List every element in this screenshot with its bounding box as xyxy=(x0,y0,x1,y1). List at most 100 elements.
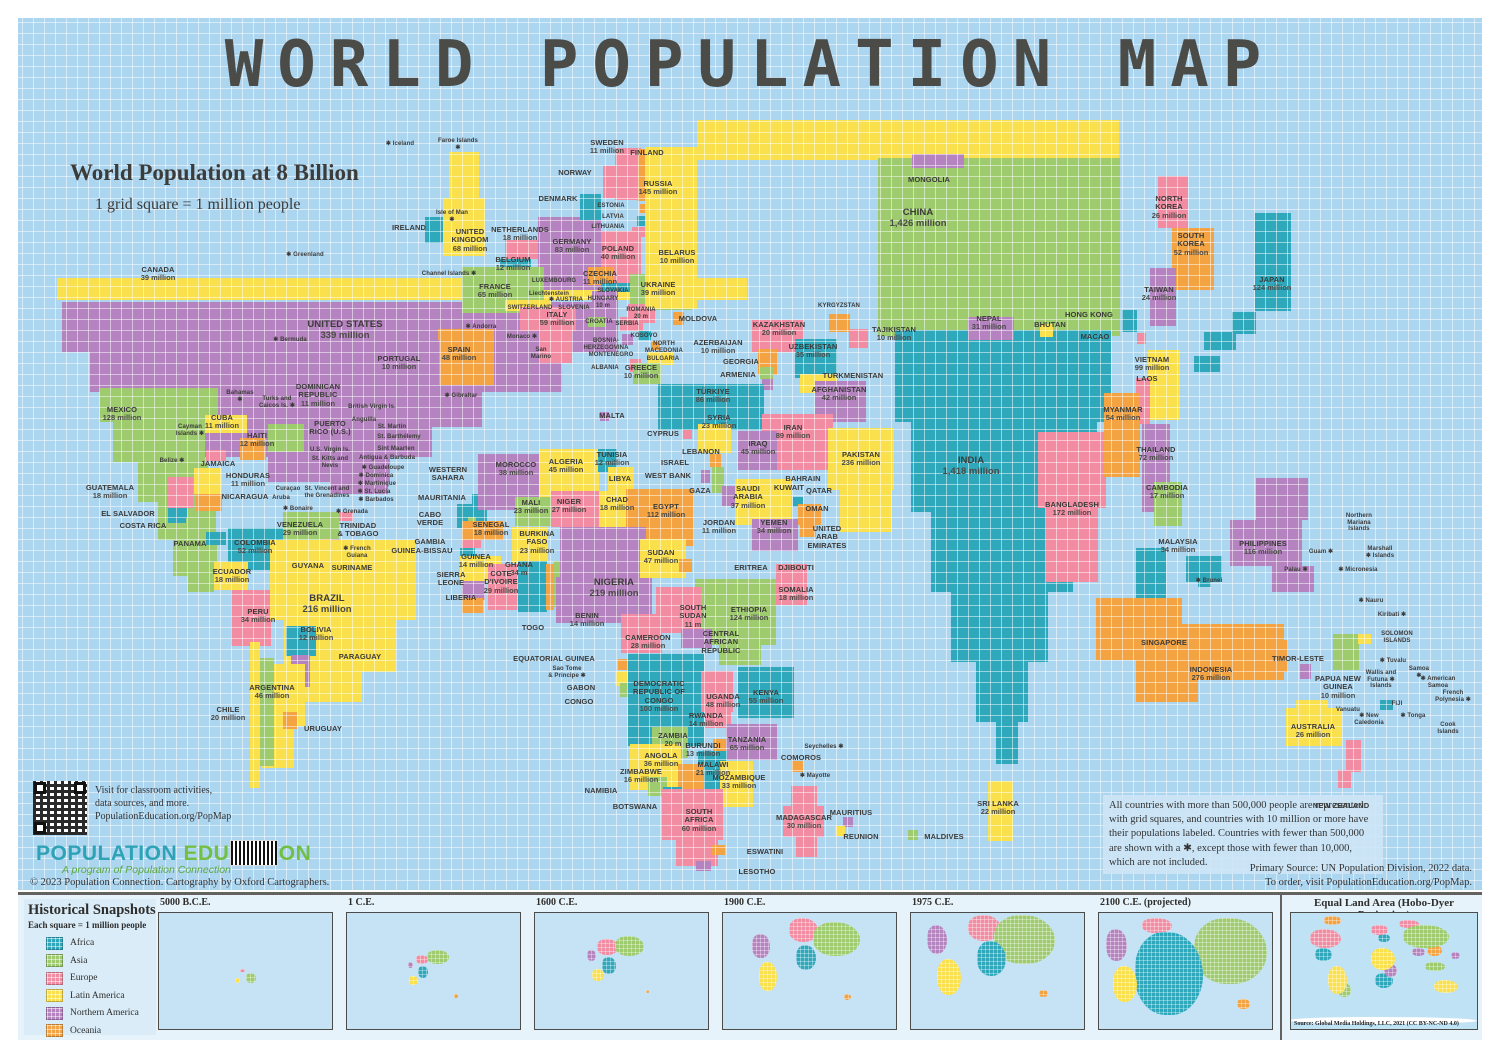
country-name: FINLAND xyxy=(630,148,664,157)
snapshot-panel: 2100 C.E. (projected) xyxy=(1098,897,1273,1030)
subtitle-scale: 1 grid square = 1 million people xyxy=(95,196,301,213)
country-label: Faroe Islands ✱ xyxy=(438,138,478,151)
continent-blob xyxy=(1194,917,1267,984)
country-label: RUSSIA 145 million xyxy=(638,179,678,197)
continent-blob xyxy=(417,966,429,978)
map-area: WORLD POPULATION MAP World Population at… xyxy=(18,18,1482,890)
country-label: SRI LANKA 22 million xyxy=(977,799,1019,817)
country-label: REUNION xyxy=(843,832,878,841)
country-label: TAJIKISTAN 10 million xyxy=(872,325,916,343)
continent-blob xyxy=(602,957,617,975)
country-label: KAZAKHSTAN 20 million xyxy=(753,320,806,338)
legend-item: Oceania xyxy=(46,1024,156,1037)
country-name: ESTONIA xyxy=(597,203,625,209)
country-block xyxy=(912,154,964,168)
country-label: IRAN 89 million xyxy=(776,423,811,441)
country-label: LESOTHO xyxy=(739,867,776,876)
country-label: GUATEMALA 18 million xyxy=(86,483,134,501)
country-population: 86 million xyxy=(695,395,731,405)
country-block xyxy=(188,576,214,592)
country-population: 52 million xyxy=(237,546,273,556)
barcode xyxy=(230,840,278,866)
country-population: 39 million xyxy=(140,273,176,283)
country-label: CABO VERDE xyxy=(417,510,443,528)
country-label: Turks and Caicos Is. ✱ xyxy=(259,396,295,409)
country-name: Seychelles ✱ xyxy=(804,744,844,750)
country-label: GHANA 34 m xyxy=(505,560,533,578)
country-block xyxy=(1333,634,1359,670)
country-population: 145 million xyxy=(638,187,678,197)
country-population: 124 million xyxy=(1252,283,1292,293)
country-name: ARMENIA xyxy=(720,370,756,379)
country-label: CYPRUS xyxy=(647,429,679,438)
country-population: 20 million xyxy=(761,328,797,338)
country-label: PANAMA xyxy=(174,539,207,548)
country-name: SAUDI ARABIA xyxy=(733,484,763,502)
country-population: 124 million xyxy=(729,613,769,623)
country-block xyxy=(840,490,892,532)
country-label: FINLAND xyxy=(630,148,664,157)
country-label: MALAYSIA 34 million xyxy=(1158,537,1197,555)
country-label: St. Vincent and the Grenadines xyxy=(304,486,349,499)
snapshot-map xyxy=(346,912,521,1030)
country-label: BULGARIA xyxy=(647,356,679,363)
country-label: UNITED ARAB EMIRATES xyxy=(808,524,847,550)
country-label: LIBYA xyxy=(609,474,631,483)
country-name: British Virgin Is. xyxy=(348,404,396,410)
country-block xyxy=(792,761,803,772)
country-block xyxy=(260,658,274,766)
country-population: 18 million xyxy=(92,491,128,501)
country-label: ✱ Micronesia xyxy=(1338,567,1377,574)
legend-item: Europe xyxy=(46,971,156,985)
country-label: ✱ Martinique xyxy=(358,481,396,488)
country-block xyxy=(603,166,616,198)
country-name: MAURITANIA xyxy=(418,493,466,502)
equal-area-landmass xyxy=(1378,933,1390,942)
country-label: MALDIVES xyxy=(924,832,964,841)
map-layer: WORLD POPULATION MAP World Population at… xyxy=(18,18,1482,890)
country-population: 100 million xyxy=(639,704,679,714)
country-name: WEST BANK xyxy=(644,471,692,480)
country-name: SERBIA xyxy=(615,321,639,327)
country-label: DJIBOUTI xyxy=(778,563,814,572)
country-label: Cook Islands xyxy=(1437,722,1458,735)
country-label: LIBERIA xyxy=(446,593,477,602)
country-name: ✱ Andorra xyxy=(465,324,497,330)
country-name: Northern Mariana Islands xyxy=(1345,513,1373,533)
legend-swatch xyxy=(46,1024,63,1037)
snapshot-label: 2100 C.E. (projected) xyxy=(1100,897,1191,908)
country-label: MACAO xyxy=(1081,332,1110,341)
country-label: ✱ Nauru xyxy=(1359,598,1384,605)
country-label: MADAGASCAR 30 million xyxy=(776,813,832,831)
country-block xyxy=(1300,664,1311,679)
country-population: 116 million xyxy=(1243,547,1283,557)
country-label: ETHIOPIA 124 million xyxy=(729,605,769,623)
country-population: 27 million xyxy=(551,505,587,515)
country-label: MONTENEGRO xyxy=(589,352,634,359)
country-label: SLOVAKIA xyxy=(597,288,628,295)
country-name: Antigua & Barbuda xyxy=(358,455,416,461)
country-name: CONGO xyxy=(564,697,594,706)
snapshot-label: 1600 C.E. xyxy=(536,897,578,908)
country-name: ROMANIA 20 m xyxy=(626,307,656,320)
country-label: ✱ New Caledonia xyxy=(1354,713,1384,726)
snapshot-panel: 1900 C.E. xyxy=(722,897,897,1030)
equal-area-landmass xyxy=(1411,947,1425,956)
country-block xyxy=(250,642,260,788)
country-label: URUGUAY xyxy=(304,724,342,733)
snapshots-legend: Historical Snapshots Each square = 1 mil… xyxy=(24,899,156,1037)
country-name: TIMOR-LESTE xyxy=(1272,654,1324,663)
country-name: TURKMENISTAN xyxy=(822,371,884,380)
country-name: BOTSWANA xyxy=(612,802,658,811)
country-population: 59 million xyxy=(539,318,575,328)
country-label: ✱ Gibraltar xyxy=(445,393,478,400)
country-label: PUERTO RICO (U.S.) xyxy=(309,419,351,437)
country-label: COMOROS xyxy=(781,753,821,762)
country-name: Belize ✱ xyxy=(159,458,185,464)
country-population: 42 million xyxy=(821,393,857,403)
legend-item: Asia xyxy=(46,954,156,967)
country-population: 12 million xyxy=(495,263,531,273)
country-name: ✱ Grenada xyxy=(336,509,368,515)
country-label: CZECHIA 11 million xyxy=(583,269,617,287)
continent-blob xyxy=(976,940,1007,976)
